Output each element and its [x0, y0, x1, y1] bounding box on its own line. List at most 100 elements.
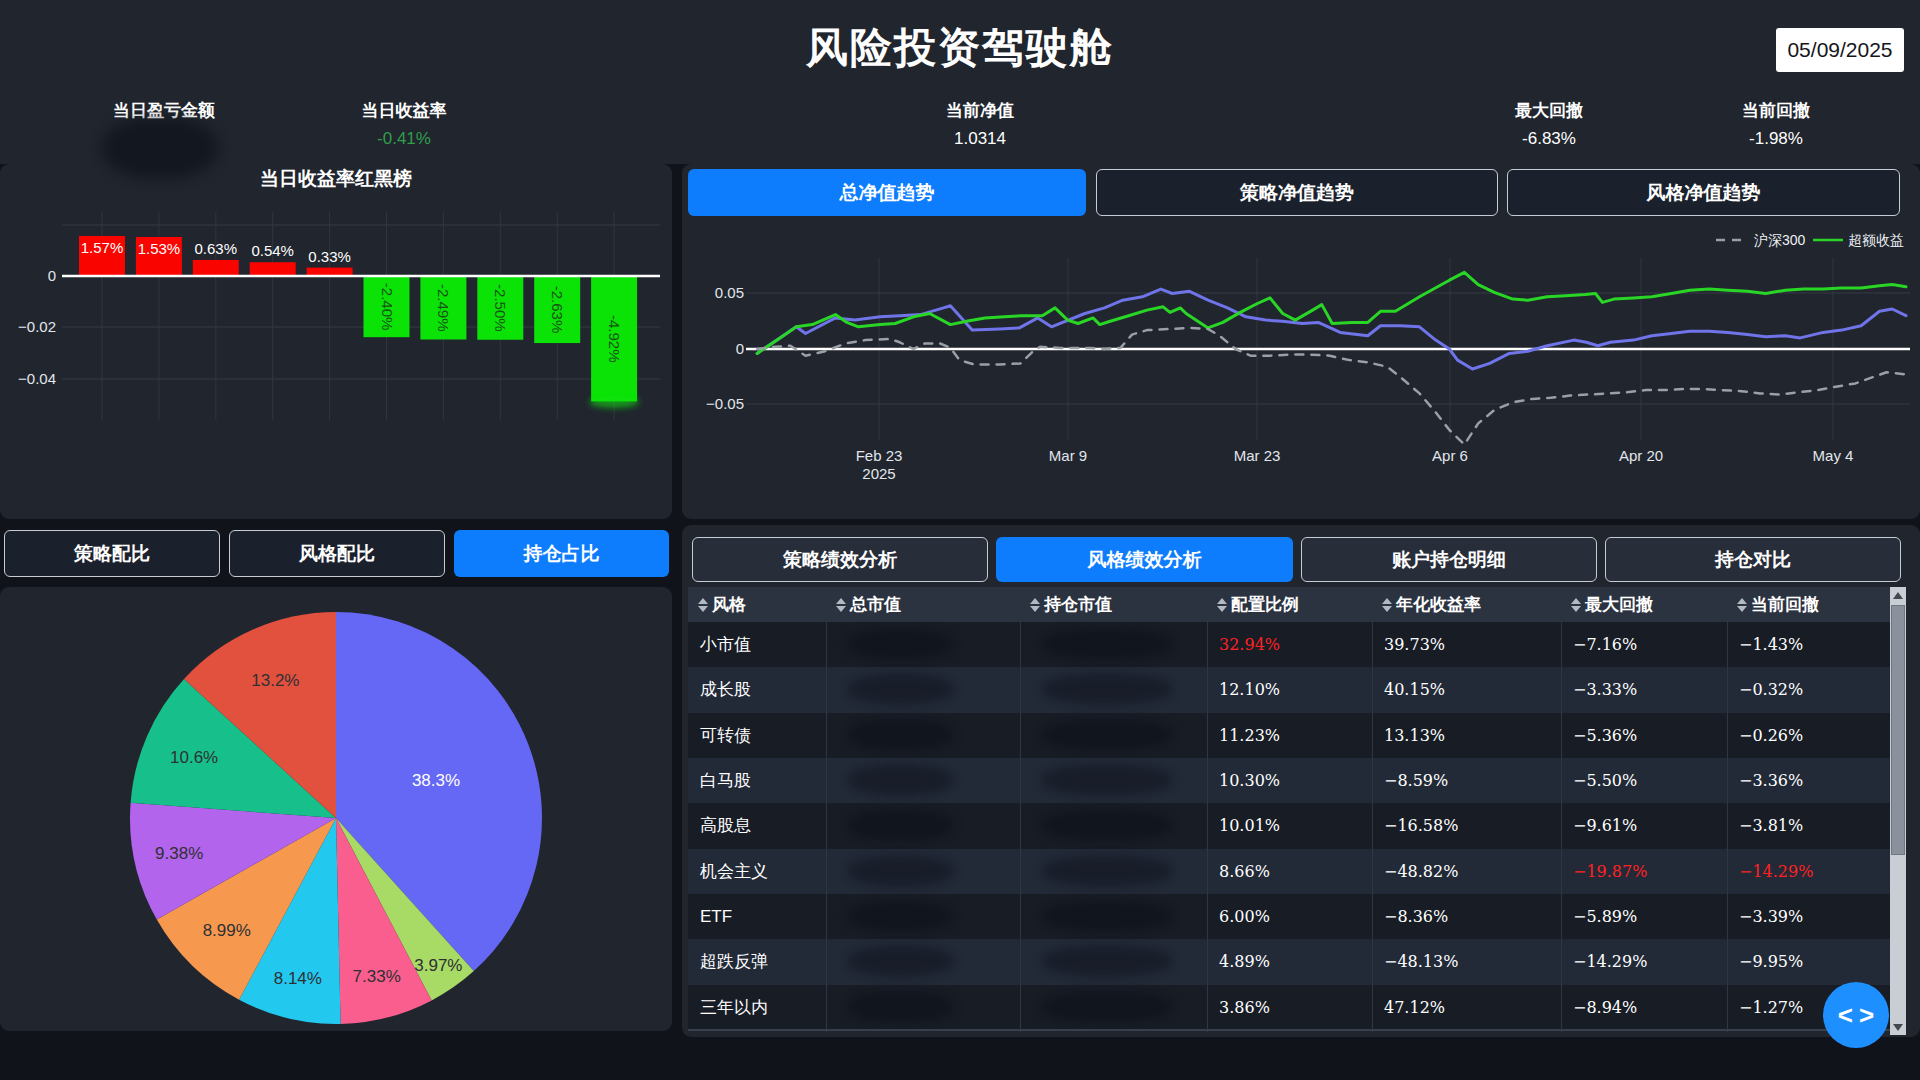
redacted-cell	[848, 629, 953, 659]
column-separator	[826, 622, 827, 1032]
redacted-cell	[1042, 810, 1172, 840]
table-cell: −16.58%	[1372, 803, 1561, 848]
sort-icon[interactable]	[1571, 598, 1581, 612]
redacted-cell	[848, 674, 953, 704]
table-row: 可转债11.23%13.13%−5.36%−0.26%	[688, 713, 1890, 758]
column-header[interactable]: 年化收益率	[1372, 587, 1561, 622]
column-header[interactable]: 持仓市值	[1020, 587, 1207, 622]
table-cell: −3.36%	[1727, 758, 1890, 803]
table-cell: 成长股	[688, 667, 826, 712]
table-row: 成长股12.10%40.15%−3.33%−0.32%	[688, 667, 1890, 712]
table-cell: 12.10%	[1207, 667, 1372, 712]
table-cell: 小市值	[688, 622, 826, 667]
table-cell: 40.15%	[1372, 667, 1561, 712]
table-cell: −3.33%	[1561, 667, 1727, 712]
table-scrollbar[interactable]	[1890, 587, 1906, 1035]
redacted-cell	[1042, 992, 1172, 1022]
column-header[interactable]: 风格	[688, 587, 826, 622]
table-cell: −9.95%	[1727, 939, 1890, 984]
column-header[interactable]: 配置比例	[1207, 587, 1372, 622]
table-cell: −0.26%	[1727, 713, 1890, 758]
svg-text:7.33%: 7.33%	[353, 967, 401, 986]
column-header[interactable]: 当前回撤	[1727, 587, 1890, 622]
svg-text:Mar 9: Mar 9	[1049, 447, 1087, 464]
column-header[interactable]: 最大回撤	[1561, 587, 1727, 622]
svg-text:−0.04: −0.04	[18, 370, 56, 387]
table-cell: 10.01%	[1207, 803, 1372, 848]
redacted-cell	[848, 992, 953, 1022]
svg-text:38.3%: 38.3%	[412, 771, 460, 790]
table-row: 机会主义8.66%−48.82%−19.87%−14.29%	[688, 849, 1890, 894]
scroll-up-icon[interactable]	[1890, 587, 1906, 603]
table-cell: 白马股	[688, 758, 826, 803]
table-cell: 高股息	[688, 803, 826, 848]
redacted-cell	[1042, 946, 1172, 976]
redacted-cell	[1042, 856, 1172, 886]
column-separator	[1207, 622, 1208, 1032]
scrollbar-thumb[interactable]	[1891, 605, 1905, 855]
redacted-cell	[848, 856, 953, 886]
series-沪深300	[757, 328, 1906, 445]
table-cell: 47.12%	[1372, 985, 1561, 1030]
sort-icon[interactable]	[1737, 598, 1747, 612]
table-cell: −1.43%	[1727, 622, 1890, 667]
svg-text:-2.40%: -2.40%	[379, 283, 396, 331]
column-label: 持仓市值	[1044, 593, 1112, 616]
sort-icon[interactable]	[1030, 598, 1040, 612]
svg-text:0.63%: 0.63%	[195, 240, 238, 257]
table-cell: −8.36%	[1372, 894, 1561, 939]
sort-icon[interactable]	[836, 598, 846, 612]
sort-icon[interactable]	[698, 598, 708, 612]
code-toggle-button[interactable]: <>	[1823, 982, 1889, 1048]
svg-text:3.97%: 3.97%	[414, 956, 462, 975]
table-row: 白马股10.30%−8.59%−5.50%−3.36%	[688, 758, 1890, 803]
table-cell: −19.87%	[1561, 849, 1727, 894]
svg-text:−0.05: −0.05	[706, 395, 744, 412]
table-row: 高股息10.01%−16.58%−9.61%−3.81%	[688, 803, 1890, 848]
legend-hs300[interactable]: 沪深300	[1754, 232, 1806, 248]
column-label: 风格	[712, 593, 746, 616]
svg-text:Mar 23: Mar 23	[1234, 447, 1281, 464]
svg-text:May 4: May 4	[1813, 447, 1854, 464]
svg-text:1.53%: 1.53%	[138, 240, 181, 257]
table-row: 超跌反弹4.89%−48.13%−14.29%−9.95%	[688, 939, 1890, 984]
table-cell: −5.50%	[1561, 758, 1727, 803]
table-cell: −3.39%	[1727, 894, 1890, 939]
table-cell: −8.94%	[1561, 985, 1727, 1030]
table-cell: −9.61%	[1561, 803, 1727, 848]
table-cell: −48.82%	[1372, 849, 1561, 894]
svg-text:-2.63%: -2.63%	[549, 286, 566, 334]
table-cell: 39.73%	[1372, 622, 1561, 667]
table-cell: 4.89%	[1207, 939, 1372, 984]
table-row: 三年以内3.86%47.12%−8.94%−1.27%	[688, 985, 1890, 1030]
svg-text:10.6%: 10.6%	[170, 748, 218, 767]
sort-icon[interactable]	[1217, 598, 1227, 612]
table-cell: 6.00%	[1207, 894, 1372, 939]
table-cell: ETF	[688, 894, 826, 939]
column-label: 当前回撤	[1751, 593, 1819, 616]
table-header-row: 风格 总市值 持仓市值 配置比例年化收益率最大回撤 当前回撤	[688, 587, 1890, 622]
legend-excess[interactable]: 超额收益	[1848, 232, 1904, 248]
column-header[interactable]: 总市值	[826, 587, 1020, 622]
table-cell: 3.86%	[1207, 985, 1372, 1030]
series-超额收益	[757, 272, 1906, 353]
dashboard-root: 风险投资驾驶舱 05/09/2025 当日盈亏金额当日收益率-0.41%当前净值…	[0, 0, 1920, 1080]
redacted-cell	[848, 810, 953, 840]
svg-text:Apr 6: Apr 6	[1432, 447, 1468, 464]
svg-text:9.38%: 9.38%	[155, 844, 203, 863]
redacted-cell	[848, 765, 953, 795]
bar	[193, 260, 239, 276]
column-separator	[1561, 622, 1562, 1032]
svg-text:-4.92%: -4.92%	[606, 315, 623, 363]
svg-text:0: 0	[736, 340, 744, 357]
svg-text:0: 0	[48, 267, 56, 284]
table-cell: −14.29%	[1561, 939, 1727, 984]
scroll-down-icon[interactable]	[1890, 1019, 1906, 1035]
svg-text:-2.49%: -2.49%	[435, 284, 452, 332]
table-cell: 11.23%	[1207, 713, 1372, 758]
redacted-cell	[848, 946, 953, 976]
column-label: 总市值	[850, 593, 901, 616]
redacted-cell	[1042, 720, 1172, 750]
sort-icon[interactable]	[1382, 598, 1392, 612]
column-separator	[1372, 622, 1373, 1032]
